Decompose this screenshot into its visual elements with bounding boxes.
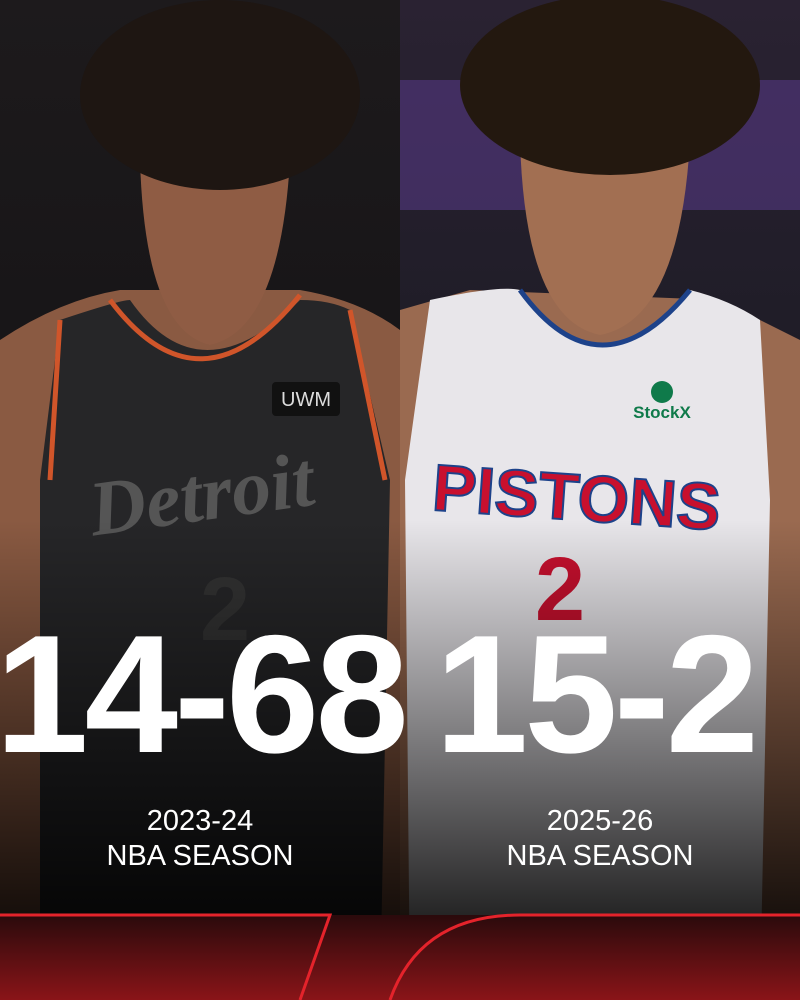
sponsor-logo <box>651 381 673 403</box>
face <box>520 140 690 335</box>
hair <box>460 0 760 175</box>
sponsor: StockX <box>633 403 691 422</box>
face <box>140 160 290 345</box>
red-lines <box>0 913 800 1000</box>
sponsor-patch <box>272 382 340 416</box>
season: 2023-24 <box>147 805 253 837</box>
jersey-trim <box>47 293 388 481</box>
league: NBA SEASON <box>507 840 694 872</box>
record: 14-68 <box>0 600 405 788</box>
record: 15-2 <box>435 600 755 788</box>
red-band <box>0 915 800 1000</box>
jersey-trim <box>517 288 692 348</box>
season: 2025-26 <box>547 805 653 837</box>
shade <box>0 520 800 920</box>
hair <box>80 0 360 190</box>
league: NBA SEASON <box>107 840 294 872</box>
sponsor: UWM <box>281 389 331 411</box>
